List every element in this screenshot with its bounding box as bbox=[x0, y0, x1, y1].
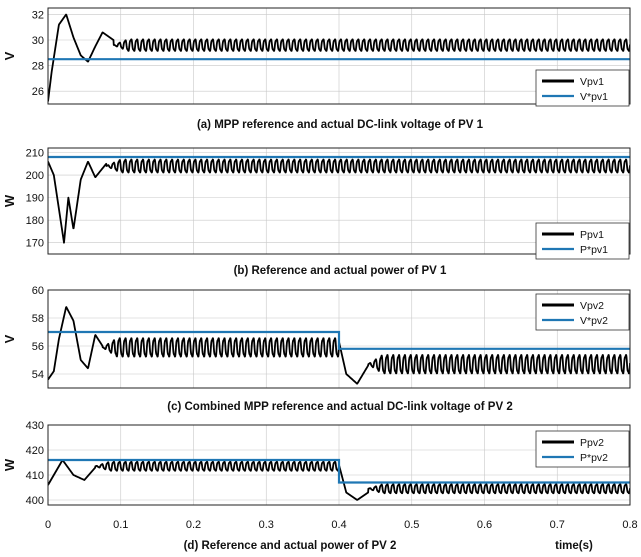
y-tick-label: 26 bbox=[32, 86, 44, 98]
legend-box bbox=[535, 293, 630, 331]
x-tick-label: 0 bbox=[45, 519, 51, 531]
y-tick-label: 190 bbox=[26, 193, 44, 205]
legend-label: Ppv2 bbox=[580, 437, 604, 449]
legend-label: V*pv2 bbox=[580, 315, 608, 327]
panel-0: 26 28 30 32 V Vpv1 V*pv1 (a) MPP reference and … bbox=[2, 7, 631, 131]
x-tick-label: 0.3 bbox=[259, 519, 274, 531]
legend-label: Vpv2 bbox=[580, 300, 604, 312]
x-tick-label: 0.2 bbox=[186, 519, 201, 531]
plot-frame bbox=[47, 147, 631, 255]
legend-label: Ppv1 bbox=[580, 229, 604, 241]
series-line-ppv1 bbox=[48, 158, 630, 244]
legend-box bbox=[535, 69, 630, 107]
legend-label: P*pv1 bbox=[580, 244, 608, 256]
x-tick-label: 0.1 bbox=[113, 519, 128, 531]
plot-area bbox=[48, 155, 630, 244]
panel-caption: (a) MPP reference and actual DC-link vol… bbox=[197, 119, 484, 131]
x-tick-label: 0.7 bbox=[550, 519, 565, 531]
panel-caption: (c) Combined MPP reference and actual DC… bbox=[167, 401, 513, 413]
series-line-vpv1 bbox=[48, 13, 630, 102]
y-tick-label: 180 bbox=[26, 215, 44, 227]
plot-area bbox=[48, 306, 630, 385]
y-axis-label: W bbox=[2, 194, 17, 207]
plot-frame bbox=[47, 7, 631, 105]
y-tick-label: 30 bbox=[32, 35, 44, 47]
plot-frame bbox=[47, 289, 631, 389]
x-tick-label: 0.5 bbox=[404, 519, 419, 531]
panel-caption: (b) Reference and actual power of PV 1 bbox=[234, 265, 447, 277]
y-axis-label: V bbox=[2, 334, 17, 343]
y-tick-label: 210 bbox=[26, 148, 44, 160]
y-tick-label: 60 bbox=[32, 285, 44, 297]
y-tick-label: 420 bbox=[26, 445, 44, 457]
x-tick-label: 0.8 bbox=[622, 519, 637, 531]
legend-label: V*pv1 bbox=[580, 91, 608, 103]
x-axis-label: time(s) bbox=[555, 540, 593, 552]
y-tick-label: 32 bbox=[32, 9, 44, 21]
y-axis-label: W bbox=[2, 458, 17, 471]
y-tick-label: 410 bbox=[26, 470, 44, 482]
legend-label: Vpv1 bbox=[580, 76, 604, 88]
x-tick-label: 0.4 bbox=[331, 519, 346, 531]
x-tick-label: 0.6 bbox=[477, 519, 492, 531]
legend-label: P*pv2 bbox=[580, 452, 608, 464]
series-line-vstar-pv2 bbox=[48, 330, 630, 350]
y-tick-label: 58 bbox=[32, 313, 44, 325]
series-line-pstar-pv2 bbox=[48, 458, 630, 484]
y-axis-label: V bbox=[2, 51, 17, 60]
y-tick-label: 54 bbox=[32, 369, 44, 381]
panel-1: 170 180 190 200 210 W Ppv1 P*pv1 (b) Reference a… bbox=[2, 147, 631, 277]
x-axis: 0 0.1 0.2 0.3 0.4 0.5 0.6 0.7 0.8 (d) Reference a… bbox=[45, 519, 638, 552]
legend-box bbox=[535, 222, 630, 260]
panel-2: 54 56 58 60 V Vpv2 V*pv2 (c) Combined MPP refer… bbox=[2, 285, 631, 413]
y-tick-label: 28 bbox=[32, 61, 44, 73]
panel-3: 400 410 420 430 W Ppv2 P*pv2 bbox=[2, 420, 631, 507]
y-tick-label: 400 bbox=[26, 495, 44, 507]
legend-box bbox=[535, 430, 630, 468]
y-tick-label: 430 bbox=[26, 420, 44, 432]
panel-caption: (d) Reference and actual power of PV 2 bbox=[184, 540, 397, 552]
y-tick-label: 200 bbox=[26, 170, 44, 182]
plot-area bbox=[48, 13, 630, 102]
y-tick-label: 56 bbox=[32, 341, 44, 353]
y-tick-label: 170 bbox=[26, 238, 44, 250]
plot-area bbox=[48, 458, 630, 501]
plot-frame bbox=[47, 424, 631, 506]
